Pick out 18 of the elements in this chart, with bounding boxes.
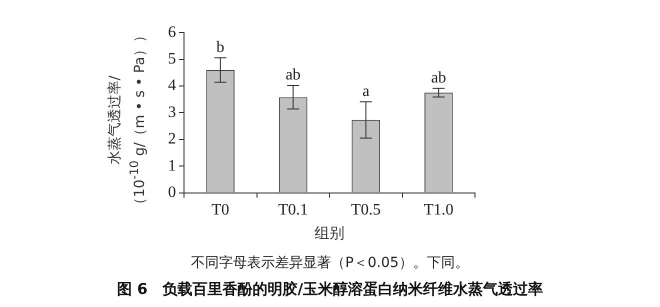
x-tick-label: T1.0 xyxy=(424,202,454,219)
x-tick-label: T0.1 xyxy=(278,202,308,219)
annotation: a xyxy=(362,82,370,100)
y-tick-label: 0 xyxy=(168,184,176,202)
y-tick-label: 5 xyxy=(168,50,176,68)
y-tick-label: 4 xyxy=(168,77,176,94)
annotation: ab xyxy=(431,70,446,87)
y-tick-label: 1 xyxy=(168,157,176,174)
y-tick-label: 2 xyxy=(168,130,176,148)
x-axis-title: 组别 xyxy=(314,224,344,242)
y-tick-label: 6 xyxy=(168,24,176,41)
text: 不同字母表示差异显著（P＜0.05）。下同。 xyxy=(190,254,470,272)
annotation: ab xyxy=(286,66,301,84)
text: 图 6 负载百里香酚的明胶/玉米醇溶蛋白纳米纤维水蒸气透过率 xyxy=(116,280,544,299)
x-tick-label: T0 xyxy=(211,202,230,219)
y-tick-label: 3 xyxy=(168,104,176,121)
annotation: b xyxy=(216,38,224,56)
x-tick-label: T0.5 xyxy=(350,202,381,219)
